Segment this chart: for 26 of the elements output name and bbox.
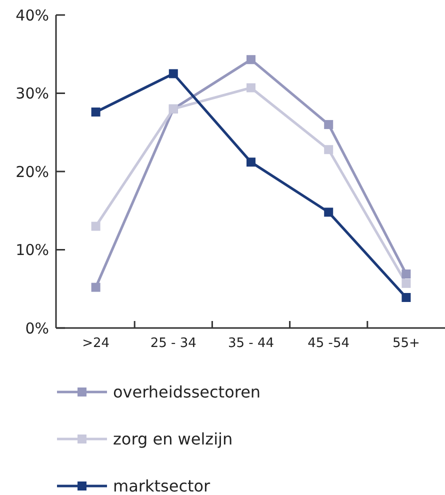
- x-tick-label: 55+: [392, 336, 420, 351]
- point: [402, 292, 411, 302]
- y-tick-label: 10%: [16, 241, 49, 259]
- x-tick-label: >24: [82, 336, 110, 351]
- point: [168, 69, 178, 78]
- point: [324, 120, 334, 130]
- point: [324, 208, 334, 217]
- y-tick-label: 40%: [16, 6, 49, 24]
- point: [402, 270, 411, 279]
- y-tick-label: 20%: [16, 162, 49, 181]
- point: [91, 282, 100, 292]
- point: [246, 83, 256, 92]
- x-tick-label: 45 -54: [308, 336, 350, 351]
- point: [246, 55, 256, 64]
- point: [402, 278, 411, 288]
- legend-label: marktsector: [113, 476, 211, 495]
- point: [246, 158, 256, 167]
- point: [91, 108, 100, 117]
- point: [324, 145, 334, 154]
- point: [91, 222, 100, 231]
- legend-label: overheidssectoren: [113, 382, 261, 402]
- x-tick-label: 35 - 44: [228, 336, 274, 351]
- y-tick-label: 30%: [16, 84, 49, 102]
- x-tick-label: 25 - 34: [150, 336, 196, 351]
- legend-label: zorg en welzijn: [113, 430, 233, 449]
- y-tick-label: 0%: [25, 319, 49, 338]
